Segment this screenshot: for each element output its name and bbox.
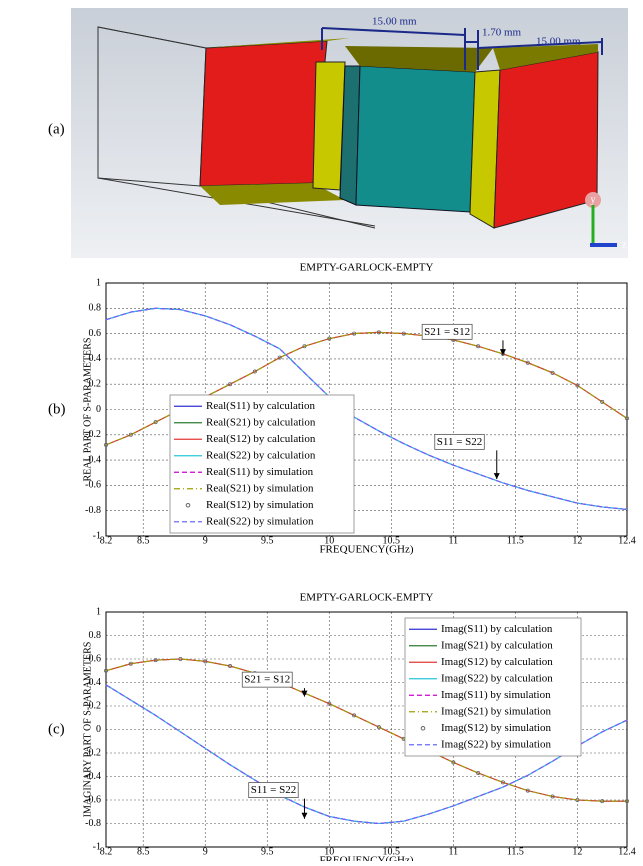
legend-label: Imag(S12) by calculation: [441, 656, 553, 668]
x-tick-label: 9.5: [261, 535, 274, 546]
chart-title: EMPTY-GARLOCK-EMPTY: [300, 262, 434, 274]
legend-label: Real(S21) by calculation: [206, 416, 316, 428]
red-block: [494, 52, 598, 228]
y-tick-label: -0.4: [85, 454, 101, 465]
y-tick-label: 0.2: [89, 378, 102, 389]
x-tick-label: 8.2: [100, 846, 113, 857]
legend-label: Real(S12) by simulation: [206, 499, 314, 511]
x-tick-label: 11: [449, 535, 459, 546]
y-tick-label: 0: [96, 404, 101, 415]
y-tick-label: -0.6: [85, 794, 101, 805]
x-tick-label: 10.5: [383, 846, 401, 857]
figure: (a) (b) (c) 15.00 mm 1.70 mm 15.00 mm: [0, 0, 643, 861]
x-tick-label: 12.4: [618, 535, 636, 546]
y-tick-label: 0.4: [89, 353, 102, 364]
axis-label: y: [591, 194, 596, 205]
legend-label: Imag(S11) by calculation: [441, 623, 553, 635]
y-tick-label: 0.8: [89, 630, 102, 641]
teal-block: [356, 66, 475, 212]
x-tick-label: 9: [203, 535, 208, 546]
x-tick-label: 11.5: [507, 535, 524, 546]
x-tick-label: 10: [324, 846, 334, 857]
legend-label: Real(S21) by simulation: [206, 482, 314, 494]
x-tick-label: 9: [203, 846, 208, 857]
y-tick-label: 1: [96, 606, 101, 617]
y-tick-label: -0.2: [85, 747, 101, 758]
legend-label: Imag(S21) by simulation: [441, 705, 551, 717]
legend-label: Imag(S22) by simulation: [441, 738, 551, 750]
annotation: S11 = S22: [251, 784, 297, 796]
dimension-label: 15.00 mm: [372, 16, 417, 28]
annotation: S21 = S12: [244, 674, 290, 686]
dimension-label: 15.00 mm: [536, 36, 581, 48]
y-tick-label: -0.2: [85, 429, 101, 440]
legend-label: Real(S11) by simulation: [206, 466, 314, 478]
panel-label: (a): [48, 121, 65, 137]
annotation: S11 = S22: [437, 436, 483, 448]
legend-label: Imag(S11) by simulation: [441, 689, 551, 701]
yellow-block: [313, 62, 345, 190]
legend-label: Real(S22) by simulation: [206, 515, 314, 527]
annotation: S21 = S12: [424, 326, 470, 338]
x-tick-label: 8.5: [137, 846, 150, 857]
y-tick-label: -0.8: [85, 505, 101, 516]
y-tick-label: 0.6: [89, 328, 102, 339]
y-tick-label: -0.6: [85, 480, 101, 491]
y-axis-label: IMAGINARY PART OF S-PARAMETERS: [82, 642, 93, 818]
chart-title: EMPTY-GARLOCK-EMPTY: [300, 592, 434, 604]
legend-label: Imag(S12) by simulation: [441, 722, 551, 734]
red-block: [200, 41, 327, 186]
x-tick-label: 10: [324, 535, 334, 546]
panel-label: (c): [48, 721, 65, 737]
model-image: 15.00 mm 1.70 mm 15.00 mm y z: [71, 8, 628, 258]
x-tick-label: 8.5: [137, 535, 150, 546]
x-tick-label: 8.2: [100, 535, 113, 546]
x-tick-label: 10.5: [383, 535, 401, 546]
y-tick-label: 0.6: [89, 653, 102, 664]
x-tick-label: 11: [449, 846, 459, 857]
axis-label: z: [622, 239, 627, 250]
y-tick-label: 1: [96, 277, 101, 288]
x-tick-label: 12.4: [618, 846, 636, 857]
panel-label: (b): [48, 401, 66, 417]
legend-label: Real(S11) by calculation: [206, 400, 315, 412]
x-tick-label: 11.5: [507, 846, 524, 857]
y-tick-label: -0.4: [85, 771, 101, 782]
legend-label: Imag(S21) by calculation: [441, 639, 553, 651]
legend-label: Imag(S22) by calculation: [441, 672, 553, 684]
x-tick-label: 12: [572, 535, 582, 546]
dimension-label: 1.70 mm: [482, 27, 522, 39]
y-tick-label: -0.8: [85, 818, 101, 829]
x-tick-label: 9.5: [261, 846, 274, 857]
y-tick-label: 0: [96, 724, 101, 735]
y-tick-label: 0.2: [89, 700, 102, 711]
y-tick-label: 0.8: [89, 303, 102, 314]
legend-label: Real(S12) by calculation: [206, 433, 316, 445]
y-tick-label: 0.4: [89, 677, 102, 688]
x-tick-label: 12: [572, 846, 582, 857]
legend-label: Real(S22) by calculation: [206, 449, 316, 461]
